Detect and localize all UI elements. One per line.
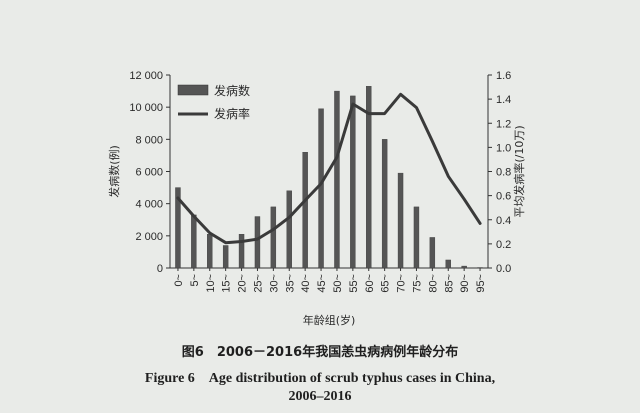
x-tick-label: 35~	[284, 274, 296, 293]
bar	[413, 206, 420, 269]
x-tick-label: 25~	[252, 274, 264, 293]
rate-point	[304, 199, 306, 202]
x-tick-label: 5~	[189, 274, 201, 287]
y-tick-label-right: 0.8	[496, 167, 511, 179]
rate-point	[447, 175, 450, 178]
y-tick-label-left: 2 000	[135, 231, 163, 243]
y-axis-title-right: 平均发病率(/10万)	[512, 125, 526, 217]
rate-point	[320, 182, 322, 185]
x-tick-label: 0~	[173, 274, 185, 287]
x-tick-label: 95~	[475, 274, 487, 293]
legend-bar-swatch	[177, 84, 209, 96]
x-tick-label: 45~	[316, 274, 328, 293]
x-tick-label: 30~	[268, 274, 280, 293]
rate-point	[463, 198, 465, 201]
x-tick-label: 55~	[348, 274, 360, 293]
rate-point	[240, 240, 243, 243]
y-tick-label-left: 4 000	[135, 199, 163, 211]
rate-point	[272, 228, 275, 231]
x-tick-label: 65~	[380, 274, 392, 293]
rate-point	[367, 112, 370, 115]
bar	[270, 206, 277, 269]
bar	[222, 245, 229, 269]
x-tick-label: 60~	[364, 274, 376, 293]
x-tick-label: 85~	[443, 274, 455, 293]
x-tick-label: 90~	[459, 274, 471, 293]
rate-point	[224, 241, 227, 244]
rate-point	[399, 93, 402, 96]
y-tick-label-left: 12 000	[129, 70, 163, 82]
bar	[429, 237, 436, 269]
chart: 0 2 000 4 000 6 000 8 000 10 000 12 000 0.0 0.2 0…	[107, 70, 526, 327]
y-tick-label-right: 0.4	[496, 215, 511, 227]
y-tick-label-right: 0.2	[496, 239, 511, 251]
caption-english-line2: 2006–2016	[288, 389, 352, 404]
y-tick-label-right: 0.6	[496, 191, 511, 203]
y-tick-label-left: 6 000	[135, 167, 163, 179]
x-tick-label: 15~	[221, 274, 233, 293]
bar-series-layer	[175, 86, 483, 269]
bar	[445, 259, 451, 269]
rate-point	[288, 216, 291, 219]
x-tick-label: 10~	[205, 274, 217, 293]
x-tick-label: 70~	[396, 274, 408, 293]
y-tick-label-right: 1.0	[496, 142, 511, 154]
bar	[366, 86, 372, 269]
bar	[397, 172, 404, 269]
x-tick-label: 75~	[411, 274, 423, 293]
bar	[175, 187, 181, 269]
rate-point	[208, 232, 211, 234]
x-tick-label: 20~	[237, 274, 249, 293]
bar	[191, 214, 197, 269]
y-tick-label-right: 0.0	[496, 263, 511, 275]
label-layer: 0 2 000 4 000 6 000 8 000 10 000 12 000 0.0 0.2 0…	[107, 70, 526, 327]
rate-point	[256, 238, 259, 240]
bar	[318, 108, 324, 269]
x-axis-title: 年龄组(岁)	[303, 313, 356, 327]
y-tick-label-left: 0	[157, 263, 163, 275]
bar	[286, 190, 292, 269]
rate-point	[415, 106, 418, 109]
legend-line-label: 发病率	[214, 106, 250, 121]
rate-point	[431, 140, 434, 143]
bar	[302, 151, 308, 269]
x-tick-label: 40~	[300, 274, 312, 293]
bar	[334, 90, 340, 269]
legend-bar-label: 发病数	[214, 83, 250, 98]
y-tick-label-right: 1.4	[496, 94, 511, 106]
y-axis-title-left: 发病数(例)	[107, 145, 121, 198]
caption-english-line1: Figure 6 Age distribution of scrub typhu…	[144, 371, 496, 386]
line-series-layer	[176, 92, 482, 245]
y-tick-label-left: 8 000	[135, 134, 163, 146]
bar	[350, 95, 356, 269]
bar	[238, 234, 245, 269]
x-tick-label: 50~	[332, 274, 344, 293]
bar	[207, 234, 213, 269]
rate-line	[176, 92, 482, 245]
rate-point	[352, 103, 354, 105]
bar	[381, 139, 388, 269]
y-tick-label-left: 10 000	[129, 102, 163, 114]
bar	[461, 265, 467, 269]
y-tick-label-right: 1.6	[496, 70, 511, 82]
x-tick-label: 80~	[427, 274, 439, 293]
rate-point	[479, 222, 481, 225]
y-tick-label-right: 1.2	[496, 118, 511, 130]
caption-chinese: 图6 2006－2016年我国恙虫病病例年龄分布	[181, 345, 459, 360]
rate-point	[193, 215, 195, 217]
bar	[254, 216, 261, 269]
rate-point	[383, 112, 386, 115]
rate-point	[177, 197, 179, 199]
rate-point	[336, 156, 338, 158]
